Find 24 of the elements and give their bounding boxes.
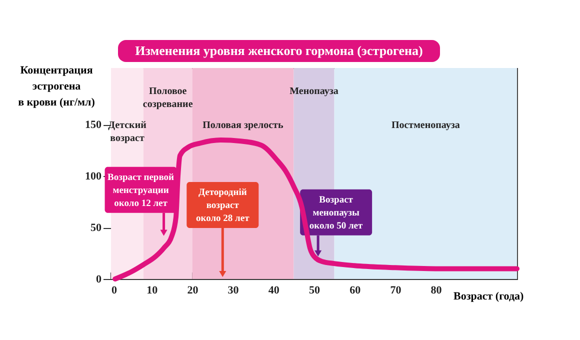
band-label: Постменопауза bbox=[391, 120, 460, 131]
annotation: Возраст первой менструации около 12 лет bbox=[108, 172, 175, 209]
x-axis-title: Возраст (года) bbox=[454, 290, 524, 302]
y-axis-title: Концентрация эстрогена в крови (нг/мл) bbox=[18, 64, 96, 108]
band-label: Менопауза bbox=[290, 86, 338, 97]
x-tick-label: 40 bbox=[268, 284, 280, 296]
band-label: Половая зрелость bbox=[202, 120, 284, 131]
x-tick-label: 10 bbox=[146, 284, 158, 296]
y-tick-label: 50 bbox=[90, 222, 102, 234]
annotation: Возраст менопаузы около 50 лет bbox=[309, 195, 364, 232]
y-tick-label: 150 bbox=[85, 119, 102, 132]
band-label: Половое созревание bbox=[142, 86, 194, 110]
x-tick-label: 70 bbox=[390, 284, 402, 296]
x-tick-label: 30 bbox=[228, 284, 240, 296]
annotation: Детородній возраст около 28 лет bbox=[196, 188, 250, 224]
x-tick-label: 50 bbox=[309, 284, 320, 296]
x-tick-label: 20 bbox=[187, 284, 199, 296]
y-tick-label: 100 bbox=[85, 170, 102, 183]
band-label: Детский возраст bbox=[108, 120, 147, 144]
x-tick-label: 80 bbox=[430, 284, 442, 296]
y-tick-label: 0 bbox=[96, 274, 102, 286]
x-tick-label: 0 bbox=[112, 284, 118, 296]
x-tick-label: 60 bbox=[350, 284, 362, 296]
chart-title: Изменения уровня женского гормона (эстрогена) bbox=[118, 40, 440, 62]
